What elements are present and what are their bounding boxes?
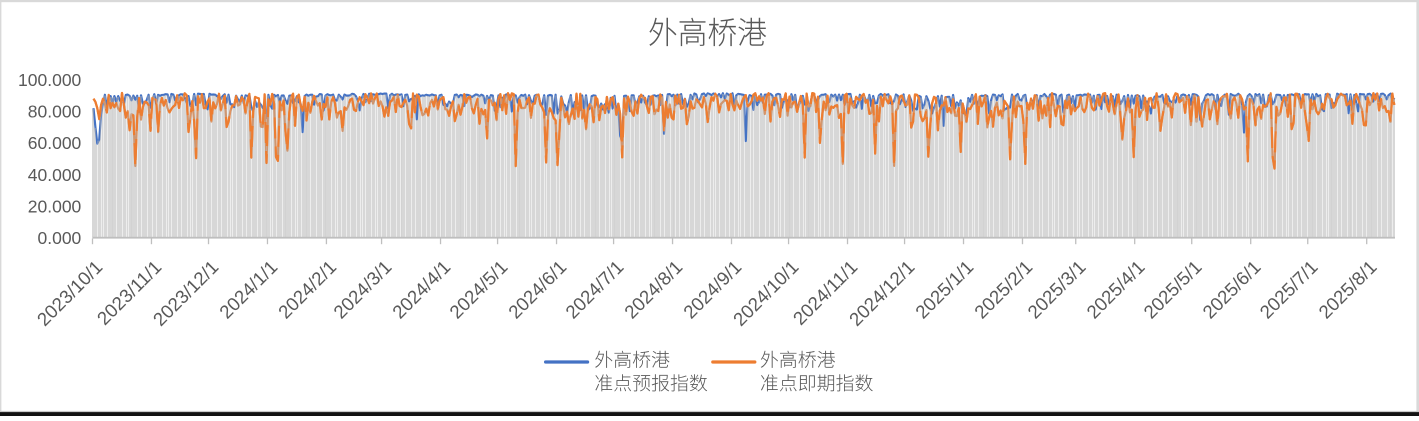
svg-text:60.000: 60.000	[28, 133, 82, 153]
svg-text:20.000: 20.000	[28, 197, 82, 217]
svg-text:40.000: 40.000	[28, 165, 82, 185]
svg-text:0.000: 0.000	[38, 228, 82, 248]
svg-text:80.000: 80.000	[28, 102, 82, 122]
svg-text:100.000: 100.000	[18, 70, 82, 90]
